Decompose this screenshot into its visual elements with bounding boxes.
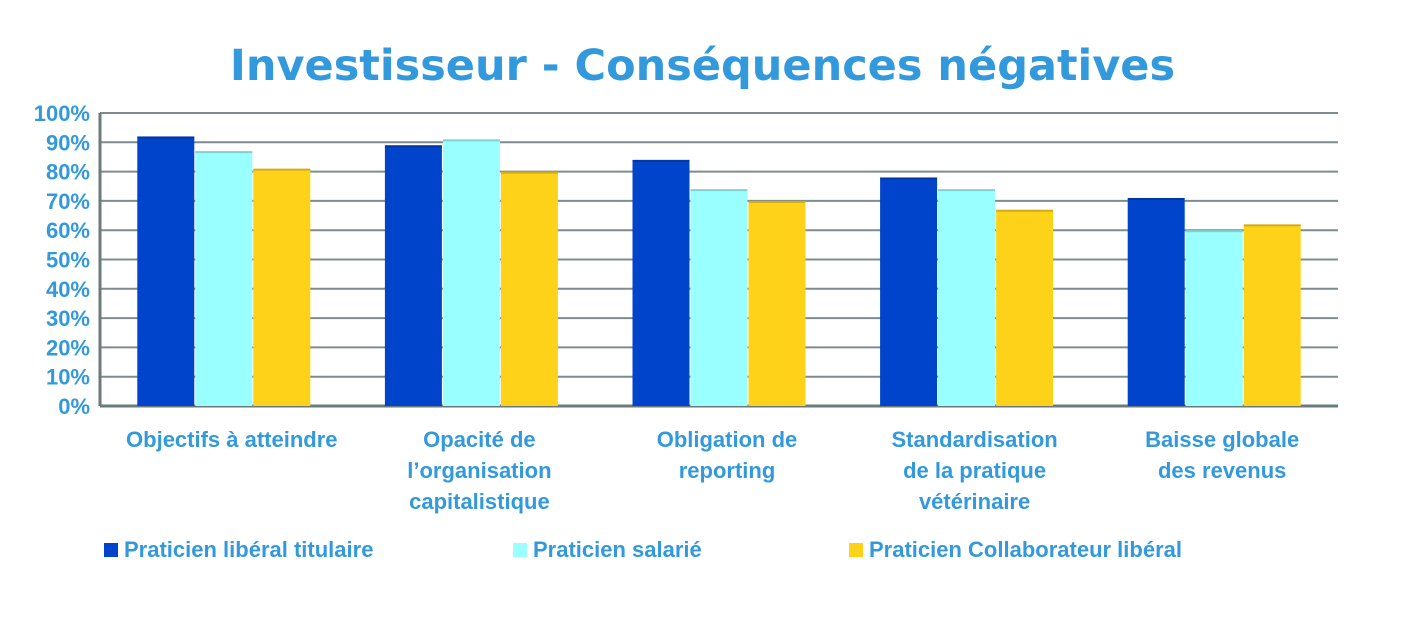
bar bbox=[880, 177, 938, 406]
bar bbox=[253, 168, 311, 406]
y-tick-label: 80% bbox=[46, 160, 90, 185]
x-tick-label: Baisse globale des revenus bbox=[1102, 424, 1342, 486]
bar bbox=[1243, 224, 1301, 406]
x-tick-label-line: l’organisation bbox=[407, 458, 552, 483]
bar bbox=[137, 136, 195, 406]
legend-label: Praticien Collaborateur libéral bbox=[869, 537, 1182, 562]
y-tick-label: 40% bbox=[46, 277, 90, 302]
legend-swatch bbox=[104, 543, 118, 557]
y-tick-label: 10% bbox=[46, 365, 90, 390]
y-tick-label: 60% bbox=[46, 218, 90, 243]
x-tick-label-line: capitalistique bbox=[409, 489, 550, 514]
bar bbox=[195, 151, 253, 406]
legend-label: Praticien libéral titulaire bbox=[124, 537, 374, 562]
y-tick-label: 70% bbox=[46, 189, 90, 214]
legend-swatch bbox=[849, 543, 863, 557]
y-tick-label: 90% bbox=[46, 130, 90, 155]
x-tick-label: Standardisation de la pratique vétérinaire bbox=[855, 424, 1095, 517]
chart-title: Investisseur - Conséquences négatives bbox=[229, 41, 1176, 91]
x-tick-label-line: Baisse globale bbox=[1145, 427, 1300, 452]
bar bbox=[690, 189, 748, 406]
bar bbox=[1127, 197, 1185, 406]
x-tick-label: Objectifs à atteindre bbox=[112, 424, 352, 455]
x-tick-label-line: Objectifs à atteindre bbox=[126, 427, 338, 452]
x-tick-label: Obligation de reporting bbox=[607, 424, 847, 486]
x-tick-label: Opacité de l’organisation capitalistique bbox=[359, 424, 599, 517]
y-tick-label: 100% bbox=[34, 101, 90, 126]
bar bbox=[996, 209, 1054, 406]
x-tick-label-line: des revenus bbox=[1157, 458, 1287, 483]
x-tick-label-line: vétérinaire bbox=[918, 489, 1031, 514]
y-tick-label: 30% bbox=[46, 306, 90, 331]
bar bbox=[384, 145, 442, 407]
x-tick-label-line: Opacité de bbox=[423, 427, 536, 452]
x-tick-label-line: reporting bbox=[678, 458, 776, 483]
y-tick-label: 0% bbox=[58, 394, 90, 419]
bar bbox=[1185, 230, 1243, 406]
bar bbox=[632, 159, 690, 406]
x-tick-label-line: Obligation de bbox=[656, 427, 798, 452]
y-tick-label: 50% bbox=[46, 248, 90, 273]
bar bbox=[748, 200, 806, 406]
bar bbox=[938, 189, 996, 406]
x-tick-label-line: de la pratique bbox=[903, 458, 1047, 483]
legend-label: Praticien salarié bbox=[533, 537, 702, 562]
bar bbox=[500, 171, 558, 406]
bar bbox=[442, 139, 500, 406]
x-tick-label-line: Standardisation bbox=[891, 427, 1058, 452]
y-tick-label: 20% bbox=[46, 335, 90, 360]
legend-swatch bbox=[513, 543, 527, 557]
